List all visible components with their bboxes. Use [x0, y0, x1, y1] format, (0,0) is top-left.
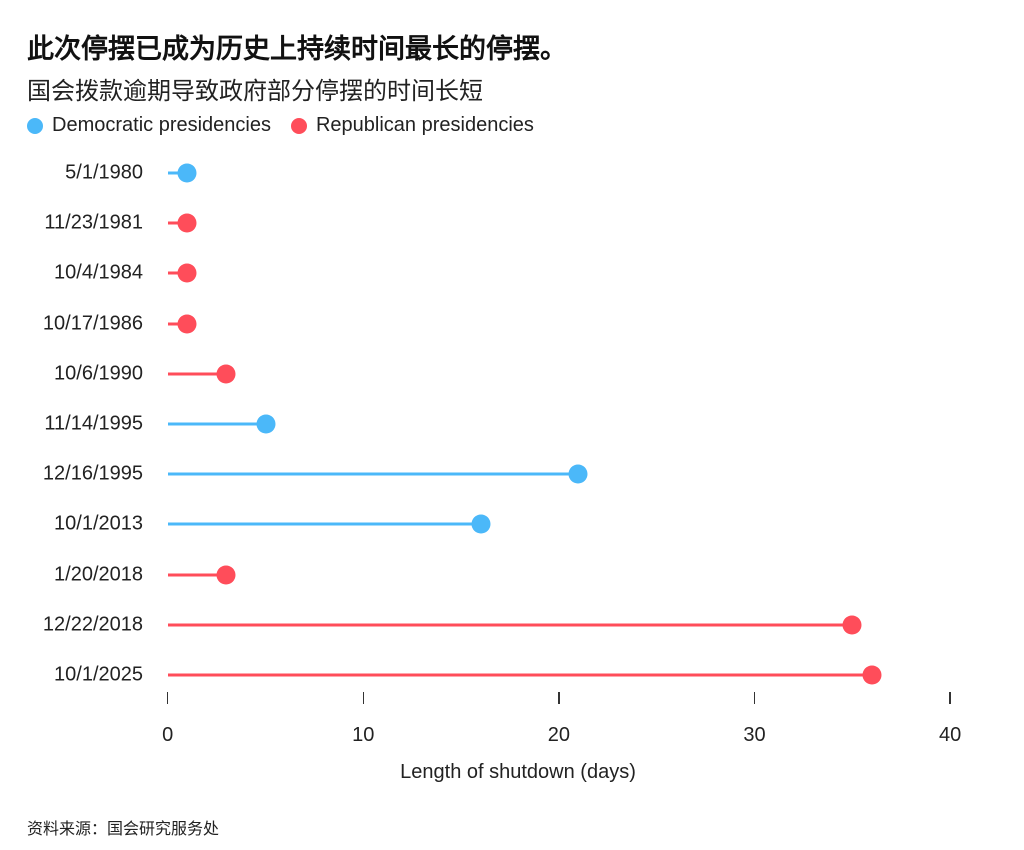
legend-item-democratic: Democratic presidencies — [27, 114, 271, 137]
x-tick-label: 0 — [162, 724, 174, 746]
legend-label-republican: Republican presidencies — [315, 114, 534, 136]
lollipop-stem — [167, 623, 853, 627]
category-label: 12/16/1995 — [42, 462, 143, 485]
x-tick-label: 20 — [547, 724, 571, 746]
legend-label-democratic: Democratic presidencies — [52, 114, 271, 136]
x-tick-mark — [949, 692, 951, 704]
category-label: 10/1/2013 — [54, 512, 143, 535]
data-point-icon — [216, 565, 236, 585]
chart-title: 此次停摆已成为历史上持续时间最长的停摆。 — [27, 34, 567, 65]
x-tick-mark — [558, 692, 560, 704]
category-label: 11/14/1995 — [44, 412, 143, 435]
category-label: 10/17/1986 — [42, 312, 143, 335]
chart-subtitle: 国会拨款逾期导致政府部分停摆的时间长短 — [27, 77, 483, 105]
lollipop-stem — [167, 573, 227, 577]
data-point-icon — [842, 615, 862, 635]
lollipop-stem — [167, 673, 872, 677]
data-point-icon — [256, 414, 275, 434]
lollipop-stem — [167, 271, 188, 275]
x-axis-title: Length of shutdown (days) — [400, 761, 636, 783]
lollipop-stem — [167, 472, 579, 476]
data-point-icon — [471, 514, 491, 534]
x-tick-mark — [753, 692, 756, 704]
x-tick-mark — [362, 692, 365, 704]
lollipop-stem — [167, 372, 227, 376]
data-point-icon — [177, 314, 197, 334]
lollipop-stem — [167, 171, 188, 175]
legend: Democratic presidencies Republican presi… — [27, 114, 554, 137]
x-tick-label: 10 — [352, 724, 375, 746]
category-label: 10/6/1990 — [54, 362, 143, 385]
category-label: 10/4/1984 — [54, 261, 143, 284]
source-note: 资料来源：国会研究服务处 — [27, 819, 220, 838]
legend-dot-republican-icon — [290, 117, 307, 134]
category-label: 12/22/2018 — [42, 613, 143, 636]
x-tick-mark — [166, 692, 169, 704]
data-point-icon — [177, 213, 197, 233]
data-point-icon — [177, 163, 197, 183]
category-label: 1/20/2018 — [54, 563, 143, 586]
data-point-icon — [177, 263, 197, 283]
category-label: 11/23/1981 — [44, 211, 143, 234]
category-label: 10/1/2025 — [54, 663, 143, 686]
lollipop-stem — [167, 322, 188, 326]
legend-dot-democratic-icon — [27, 117, 43, 134]
lollipop-stem — [167, 522, 481, 526]
lollipop-stem — [167, 422, 266, 426]
data-point-icon — [568, 464, 588, 484]
lollipop-stem — [167, 221, 188, 225]
x-tick-label: 30 — [743, 724, 766, 746]
category-label: 5/1/1980 — [65, 161, 143, 184]
data-point-icon — [216, 364, 236, 384]
data-point-icon — [862, 665, 882, 685]
legend-item-republican: Republican presidencies — [290, 114, 534, 137]
x-tick-label: 40 — [938, 724, 962, 746]
